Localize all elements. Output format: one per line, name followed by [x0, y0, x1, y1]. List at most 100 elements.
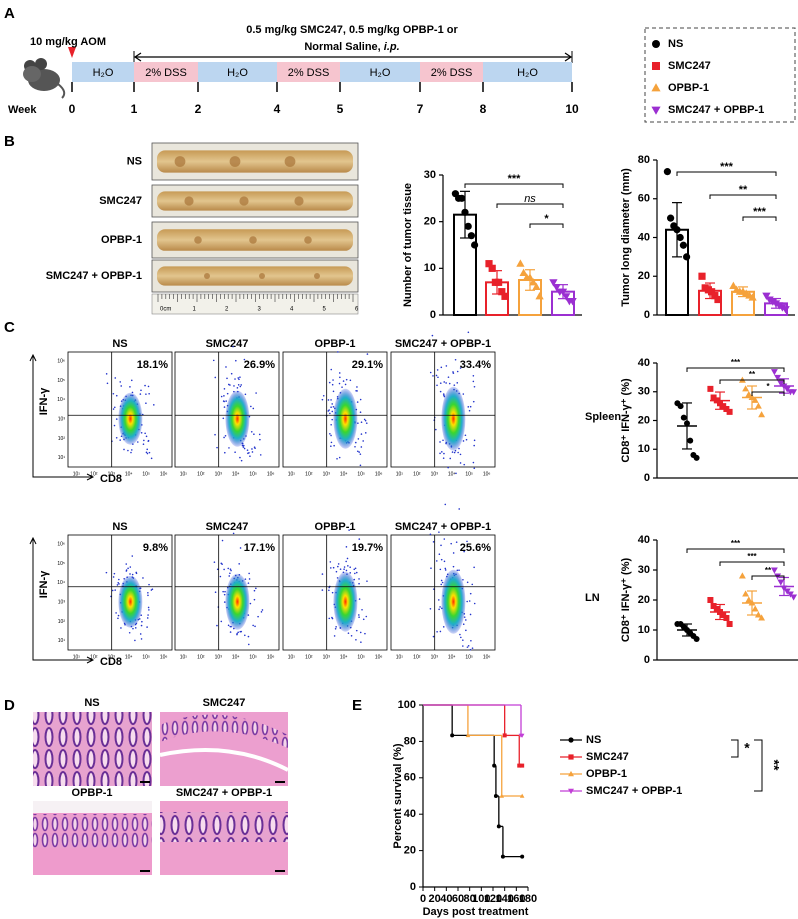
data-point — [687, 437, 694, 444]
histology-title: SMC247 + OPBP-1 — [176, 787, 272, 799]
flow-event — [330, 445, 332, 448]
flow-event — [249, 455, 251, 458]
survival-marker — [493, 794, 498, 798]
flow-event — [140, 614, 143, 617]
injection-marker — [68, 47, 76, 58]
flow-event — [148, 451, 151, 454]
flow-event — [366, 353, 369, 355]
survival-marker — [519, 793, 525, 798]
flow-event — [354, 441, 357, 444]
flow-event — [348, 529, 350, 531]
y-tick-label: 40 — [404, 808, 416, 820]
significance-label: *** — [747, 552, 757, 561]
flow-event — [440, 558, 443, 561]
flow-event — [469, 405, 472, 408]
histology-title: SMC247 — [203, 697, 246, 709]
flow-event — [229, 572, 231, 575]
flow-event — [255, 587, 257, 590]
flow-event — [459, 453, 462, 456]
flow-event — [249, 602, 252, 605]
colon-tumor — [239, 196, 249, 206]
data-point — [710, 394, 717, 401]
flow-x-tick-label: 10³ — [323, 471, 331, 477]
significance-bracket — [686, 367, 785, 372]
data-point — [676, 233, 684, 242]
ruler-label: 0cm — [160, 307, 171, 313]
colon-tumor — [194, 236, 202, 244]
route-label: i.p. — [384, 41, 400, 53]
significance-label: * — [544, 213, 549, 225]
flow-x-tick-label: 10⁵ — [249, 471, 257, 477]
flow-event — [432, 588, 435, 590]
y-tick-label: 30 — [638, 386, 650, 398]
flow-event — [146, 626, 148, 628]
flow-event — [220, 620, 223, 623]
flow-event — [364, 632, 366, 635]
flow-x-tick-label: 10² — [413, 654, 421, 660]
data-point — [775, 302, 784, 310]
x-tick-label: 100 — [472, 893, 490, 905]
significance-label: ** — [766, 760, 782, 771]
flow-event — [353, 578, 356, 581]
flow-percentage: 17.1% — [244, 542, 275, 554]
data-point — [748, 599, 756, 606]
flow-event — [145, 402, 147, 405]
data-point — [498, 288, 506, 296]
flow-event — [441, 451, 443, 453]
flow-event — [470, 639, 472, 642]
data-point — [707, 385, 714, 392]
flow-event — [447, 466, 449, 469]
x-axis-label: Days post treatment — [423, 906, 529, 918]
x-tick-label: 180 — [519, 893, 537, 905]
y-tick-label: 60 — [404, 772, 416, 784]
flow-event — [257, 615, 259, 618]
flow-event — [242, 444, 245, 447]
flow-event — [224, 590, 226, 593]
photo-label: SMC247 + OPBP-1 — [46, 270, 142, 282]
flow-event — [243, 447, 246, 450]
flow-event — [359, 453, 362, 455]
flow-event — [113, 572, 116, 575]
flow-y-tick-label: 10¹ — [58, 638, 66, 644]
data-point — [673, 226, 681, 234]
panel-label: D — [4, 697, 15, 714]
flow-event — [330, 399, 332, 401]
flow-event — [360, 446, 363, 448]
significance-label: * — [766, 382, 770, 391]
flow-event — [246, 449, 249, 451]
data-point — [677, 403, 684, 410]
data-point — [726, 621, 733, 627]
data-point — [458, 194, 466, 202]
flow-event — [472, 374, 475, 377]
flow-event — [219, 575, 222, 578]
photo-label: SMC247 — [99, 195, 142, 207]
flow-event — [338, 456, 341, 459]
treatment-label: Normal Saline, — [304, 41, 383, 53]
segment-label: 2% DSS — [145, 67, 187, 79]
flow-event — [134, 627, 137, 629]
flow-event — [230, 625, 232, 628]
y-tick-label: 80 — [404, 735, 416, 747]
flow-event — [452, 552, 455, 554]
significance-bracket — [731, 739, 739, 758]
flow-event — [440, 544, 442, 547]
flow-event — [235, 359, 237, 362]
flow-event — [354, 445, 356, 448]
x-tick-label: 140 — [495, 893, 513, 905]
flow-event — [213, 561, 216, 563]
data-point — [529, 278, 538, 286]
flow-event — [438, 608, 440, 611]
flow-event — [335, 626, 337, 628]
flow-event — [230, 569, 232, 572]
data-point — [568, 297, 577, 306]
flow-event — [248, 578, 251, 580]
flow-event — [358, 451, 360, 453]
y-axis-label: Number of tumor tissue — [402, 183, 414, 307]
flow-event — [142, 577, 144, 579]
significance-bracket — [676, 171, 777, 176]
flow-event — [354, 567, 357, 570]
x-tick-label: 40 — [440, 893, 452, 905]
flow-event — [337, 565, 339, 568]
mouse-ear — [35, 58, 47, 70]
flow-event — [437, 599, 440, 601]
